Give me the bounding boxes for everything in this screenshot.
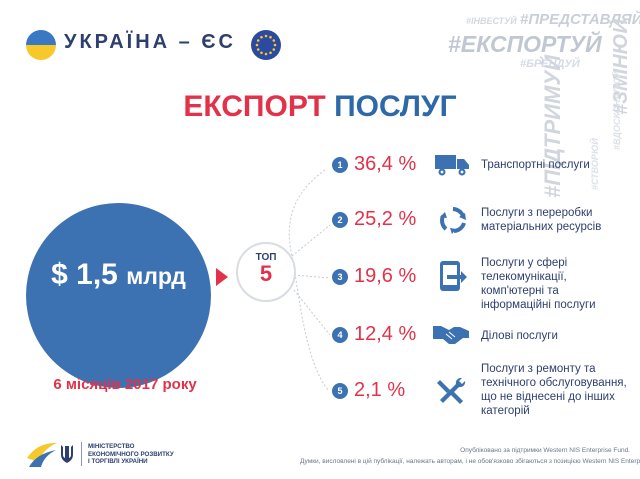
rank-badge: 3 (332, 269, 348, 285)
hashtag-brand: #БРЕНДУЙ (520, 58, 580, 70)
footer-note-1: Опубліковано за підтримки Western NIS En… (460, 447, 630, 454)
page-title: ЕКСПОРТ ПОСЛУГ (0, 90, 640, 124)
rank-badge: 5 (332, 383, 348, 399)
hashtag-present: #ПРЕДСТАВЛЯЙ (520, 11, 640, 28)
top5-number: 5 (259, 261, 273, 286)
item-label: Транспортні послуги (481, 159, 590, 171)
ministry-logo-icon (26, 440, 58, 468)
hashtag-invest: #ІНВЕСТУЙ (466, 16, 517, 26)
title-part1: ЕКСПОРТ (183, 90, 326, 123)
rank-badge: 1 (332, 157, 348, 173)
handshake-icon (432, 320, 469, 348)
tools-icon (436, 376, 472, 404)
ministry-line: ЕКОНОМІЧНОГО РОЗВИТКУ (88, 450, 174, 458)
top5-badge: ТОП 5 (236, 242, 296, 302)
ministry-line: МІНІСТЕРСТВО (88, 443, 135, 450)
title-part2: ПОСЛУГ (334, 90, 457, 123)
item-label: Послуги з ремонту та технічного обслугов… (481, 363, 627, 417)
amount-unit: млрд (126, 263, 186, 289)
eu-flag-icon (251, 30, 281, 60)
footer-note-2: Думки, висловлені в цій публікації, нале… (300, 458, 640, 465)
top5-label: ТОП (255, 252, 277, 263)
item-percent: 2,1 % (354, 379, 406, 401)
footer-divider (81, 442, 82, 466)
trident-icon (60, 443, 74, 465)
brand-title: УКРАЇНА – ЄС (64, 31, 236, 53)
rank-badge: 4 (332, 327, 348, 343)
item-percent: 25,2 % (354, 208, 417, 230)
ministry-line: І ТОРГІВЛІ УКРАЇНИ (88, 458, 148, 466)
recycle-icon (438, 205, 474, 234)
amount-value: $ 1,5 (51, 258, 118, 291)
item-percent: 12,4 % (354, 323, 417, 345)
arrow-right-icon (216, 268, 228, 286)
item-label: Послуги у сфері телекомунікації, комп'ют… (481, 257, 596, 311)
summary-amount: $ 1,5 млрд (26, 258, 211, 292)
rank-badge: 2 (332, 212, 348, 228)
hashtag-export: #ЕКСПОРТУЙ (448, 31, 602, 57)
item-percent: 36,4 % (354, 153, 417, 175)
summary-circle (26, 203, 211, 388)
item-label: Послуги з переробки матеріальних ресурсі… (481, 207, 602, 233)
item-label: Ділові послуги (481, 330, 558, 342)
item-percent: 19,6 % (354, 265, 417, 287)
truck-icon (434, 151, 470, 179)
device-icon (438, 260, 474, 291)
ministry-name: МІНІСТЕРСТВО ЕКОНОМІЧНОГО РОЗВИТКУ І ТОР… (88, 443, 174, 466)
summary-period: 6 місяців 2017 року (53, 376, 197, 393)
ukraine-flag-icon (26, 30, 56, 60)
